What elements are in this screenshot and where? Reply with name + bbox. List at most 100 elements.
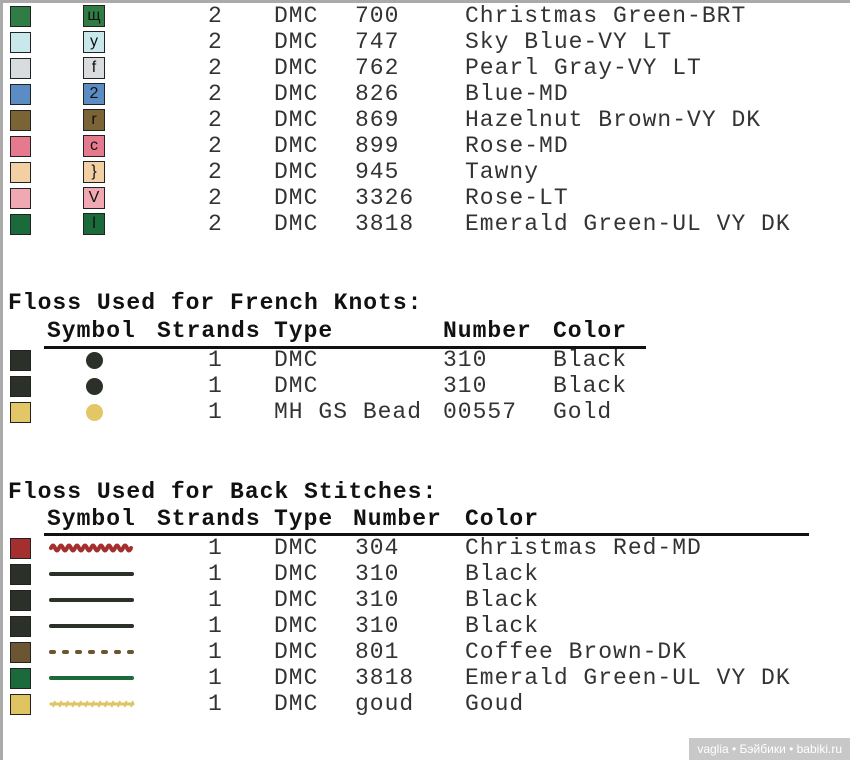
strands: 1 [208,347,223,373]
number: 801 [355,639,400,665]
color-swatch [10,84,31,105]
header-rule [44,346,646,349]
number: 310 [355,561,400,587]
backstitch-beaded-line-icon [49,700,135,708]
number: 700 [355,3,400,29]
column-header-symbol: Symbol [47,318,136,344]
strands: 2 [208,159,223,185]
color-swatch [10,590,31,611]
number: 762 [355,55,400,81]
color-swatch [10,694,31,715]
color-name: Gold [553,399,613,425]
strands: 1 [208,691,223,717]
color-swatch [10,616,31,637]
number: 310 [443,347,488,373]
symbol-box: 2 [83,83,105,105]
symbol-box: } [83,161,105,183]
color-swatch [10,350,31,371]
type: MH GS Bead [274,399,423,425]
strands: 2 [208,3,223,29]
color-name: Sky Blue-VY LT [465,29,673,55]
color-swatch [10,136,31,157]
type: DMC [274,211,319,237]
backstitch-solid-line-icon [49,598,134,602]
section-title: Floss Used for French Knots: [8,290,423,316]
symbol-box: V [83,187,105,209]
type: DMC [274,107,319,133]
number: 310 [443,373,488,399]
color-swatch [10,188,31,209]
color-name: Black [465,613,540,639]
strands: 2 [208,185,223,211]
color-swatch [10,214,31,235]
backstitch-solid-line-icon [49,676,134,680]
type: DMC [274,55,319,81]
type: DMC [274,587,319,613]
color-name: Pearl Gray-VY LT [465,55,702,81]
type: DMC [274,691,319,717]
color-swatch [10,376,31,397]
strands: 1 [208,587,223,613]
strands: 1 [208,561,223,587]
backstitch-solid-line-icon [49,572,134,576]
type: DMC [274,561,319,587]
color-name: Tawny [465,159,540,185]
section-title: Floss Used for Back Stitches: [8,479,438,505]
type: DMC [274,81,319,107]
type: DMC [274,347,319,373]
color-name: Blue-MD [465,81,569,107]
type: DMC [274,133,319,159]
color-name: Black [465,587,540,613]
type: DMC [274,665,319,691]
color-name: Christmas Red-MD [465,535,702,561]
number: 945 [355,159,400,185]
column-header-number: Number [353,506,442,532]
number: 3818 [355,211,415,237]
number: 304 [355,535,400,561]
color-swatch [10,58,31,79]
strands: 1 [208,639,223,665]
strands: 1 [208,535,223,561]
color-swatch [10,162,31,183]
type: DMC [274,185,319,211]
symbol-box: f [83,57,105,79]
symbol-box: r [83,109,105,131]
strands: 1 [208,613,223,639]
backstitch-solid-line-icon [49,624,134,628]
color-swatch [10,642,31,663]
type: DMC [274,613,319,639]
strands: 1 [208,373,223,399]
column-header-type: Type [274,318,334,344]
type: DMC [274,29,319,55]
color-name: Emerald Green-UL VY DK [465,665,791,691]
strands: 2 [208,29,223,55]
symbol-box: y [83,31,105,53]
strands: 2 [208,81,223,107]
column-header-symbol: Symbol [47,506,136,532]
type: DMC [274,373,319,399]
type: DMC [274,3,319,29]
color-swatch [10,564,31,585]
strands: 1 [208,399,223,425]
color-swatch [10,32,31,53]
column-header-number: Number [443,318,532,344]
color-swatch [10,668,31,689]
color-name: Rose-MD [465,133,569,159]
color-name: Black [553,347,628,373]
type: DMC [274,639,319,665]
watermark: vaglia • Бэйбики • babiki.ru [689,738,850,760]
column-header-color: Color [465,506,540,532]
backstitch-dotted-line-icon [49,650,135,654]
color-name: Christmas Green-BRT [465,3,747,29]
number: 869 [355,107,400,133]
column-header-strands: Strands [157,318,261,344]
color-name: Coffee Brown-DK [465,639,688,665]
column-header-strands: Strands [157,506,261,532]
color-name: Goud [465,691,525,717]
column-header-type: Type [274,506,334,532]
strands: 1 [208,665,223,691]
symbol-box: щ [83,5,105,27]
number: 899 [355,133,400,159]
color-swatch [10,538,31,559]
